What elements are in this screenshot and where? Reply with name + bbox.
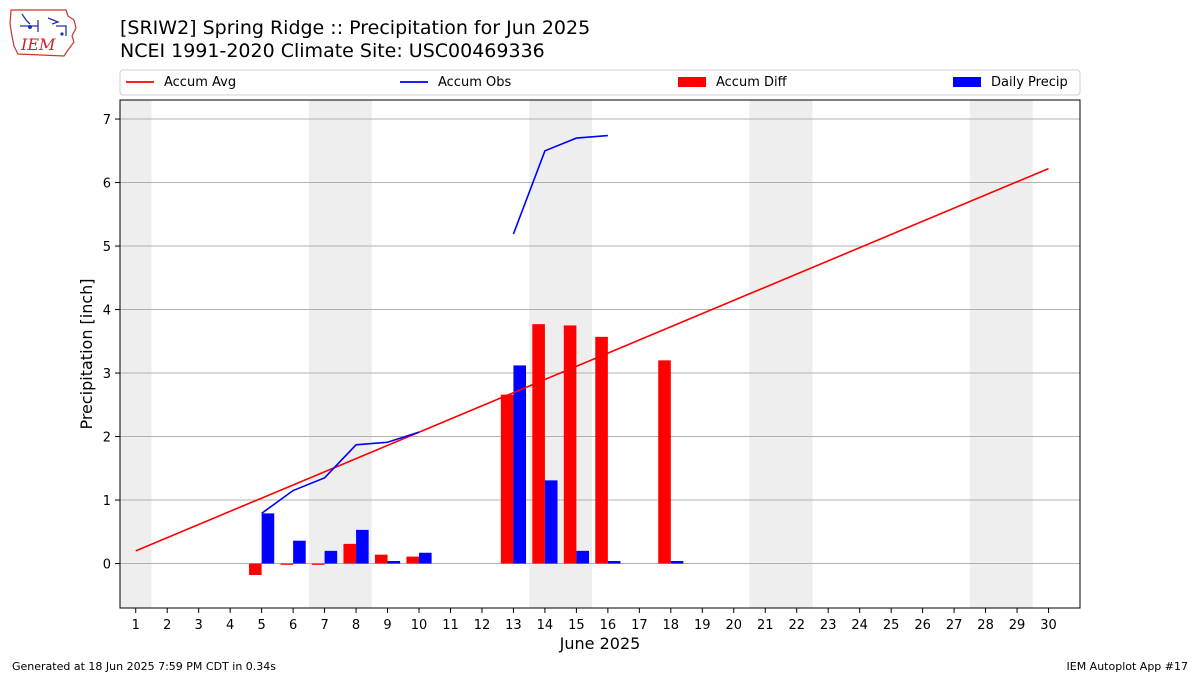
accum-diff-bar-day-18 (658, 360, 671, 564)
x-tick-label-23: 23 (820, 618, 837, 633)
x-tick-label-22: 22 (788, 618, 805, 633)
daily-precip-bar-day-5 (261, 513, 275, 564)
x-tick-label-3: 3 (195, 618, 203, 633)
weekend-bands (120, 100, 1033, 608)
daily-precip-bar-day-7 (324, 550, 338, 564)
daily-precip-legend-label: Daily Precip (991, 75, 1068, 90)
y-tick-label-7: 7 (103, 113, 111, 128)
y-tick-label-5: 5 (103, 240, 111, 255)
logo-text: IEM (20, 35, 56, 54)
daily-precip-bar-day-10 (419, 552, 432, 564)
accum-avg-legend-label: Accum Avg (164, 75, 236, 90)
daily-precip-bar-day-15 (576, 550, 589, 564)
accum-diff-bar-day-9 (374, 554, 388, 564)
x-tick-label-4: 4 (226, 618, 234, 633)
x-tick-label-5: 5 (257, 618, 265, 633)
x-tick-label-20: 20 (725, 618, 742, 633)
daily-precip-bar-day-13 (513, 365, 527, 564)
accum-diff-bar-day-6 (280, 563, 294, 565)
y-tick-label-6: 6 (103, 177, 111, 192)
x-tick-label-6: 6 (289, 618, 297, 633)
daily-precip-bar-day-8 (356, 529, 369, 564)
daily-precip-bar-day-14 (544, 480, 558, 564)
x-tick-label-15: 15 (568, 618, 585, 633)
x-tick-label-10: 10 (411, 618, 428, 633)
app-note: IEM Autoplot App #17 (1066, 660, 1189, 673)
weekend-band-1 (308, 100, 372, 608)
accum-obs-legend-label: Accum Obs (438, 75, 511, 90)
chart-title: [SRIW2] Spring Ridge :: Precipitation fo… (120, 17, 591, 39)
y-tick-label-3: 3 (103, 367, 111, 382)
y-axis-label: Precipitation [inch] (77, 278, 96, 429)
x-tick-label-24: 24 (851, 618, 868, 633)
accum-diff-bars (249, 324, 671, 575)
x-axis-label: June 2025 (559, 634, 641, 653)
x-tick-label-8: 8 (352, 618, 360, 633)
generated-note: Generated at 18 Jun 2025 7:59 PM CDT in … (12, 660, 277, 673)
weekend-band-4 (969, 100, 1033, 608)
accum-diff-bar-day-5 (249, 563, 262, 575)
x-tick-label-17: 17 (631, 618, 648, 633)
accum-diff-legend-label: Accum Diff (716, 75, 788, 90)
x-tick-label-29: 29 (1009, 618, 1026, 633)
accum-obs-line-1 (512, 134, 608, 235)
x-tick-label-11: 11 (442, 618, 459, 633)
y-tick-label-2: 2 (103, 431, 111, 446)
accum-diff-legend-swatch (678, 77, 706, 87)
x-tick-label-9: 9 (383, 618, 391, 633)
y-tick-label-1: 1 (103, 494, 111, 509)
x-tick-label-1: 1 (132, 618, 140, 633)
accum-diff-bar-day-13 (500, 394, 514, 564)
x-tick-label-18: 18 (663, 618, 680, 633)
weekend-band-3 (749, 100, 813, 608)
accum-lines (135, 134, 1049, 552)
daily-precip-bar-day-9 (387, 561, 401, 564)
x-tick-label-26: 26 (914, 618, 931, 633)
accum-diff-bar-day-16 (595, 336, 608, 564)
x-tick-label-14: 14 (537, 618, 554, 633)
daily-precip-legend-swatch (953, 77, 981, 87)
plot-frame (119, 99, 1081, 609)
accum-avg-line (135, 167, 1049, 552)
daily-precip-bars (261, 365, 684, 564)
accum-diff-bar-day-14 (532, 324, 545, 564)
accum-diff-bar-day-8 (343, 543, 357, 564)
x-tick-label-25: 25 (883, 618, 900, 633)
x-tick-label-7: 7 (320, 618, 328, 633)
x-axis-ticks: 1 2 3 4 5 6 7 8 9 10 11 12 13 14 15 16 17 18 19 20 21 22 23 24 2… (132, 608, 1057, 633)
y-axis-ticks: 0 1 2 3 4 5 6 7 (103, 113, 120, 573)
x-tick-label-19: 19 (694, 618, 711, 633)
daily-precip-bar-day-16 (607, 561, 621, 564)
x-tick-label-12: 12 (474, 618, 491, 633)
daily-precip-bar-day-18 (670, 561, 684, 564)
weekend-band-0 (120, 100, 152, 608)
x-tick-label-21: 21 (757, 618, 774, 633)
accum-diff-bar-day-10 (406, 556, 420, 564)
accum-diff-bar-day-7 (312, 563, 325, 565)
x-tick-label-2: 2 (163, 618, 171, 633)
x-tick-label-27: 27 (946, 618, 963, 633)
legend-box (119, 69, 1081, 96)
x-tick-label-16: 16 (600, 618, 617, 633)
y-tick-label-0: 0 (103, 558, 111, 573)
legend: Accum Avg Accum Obs Accum Diff Daily Precip (119, 69, 1081, 96)
x-tick-label-30: 30 (1040, 618, 1057, 633)
accum-obs-line-0 (261, 431, 420, 515)
accum-diff-bar-day-15 (563, 325, 577, 564)
iem-logo: IEM (9, 9, 77, 57)
y-tick-label-4: 4 (103, 304, 111, 319)
daily-precip-bar-day-6 (293, 540, 306, 564)
x-tick-label-13: 13 (505, 618, 522, 633)
chart-subtitle: NCEI 1991-2020 Climate Site: USC00469336 (120, 40, 545, 62)
x-tick-label-28: 28 (977, 618, 994, 633)
